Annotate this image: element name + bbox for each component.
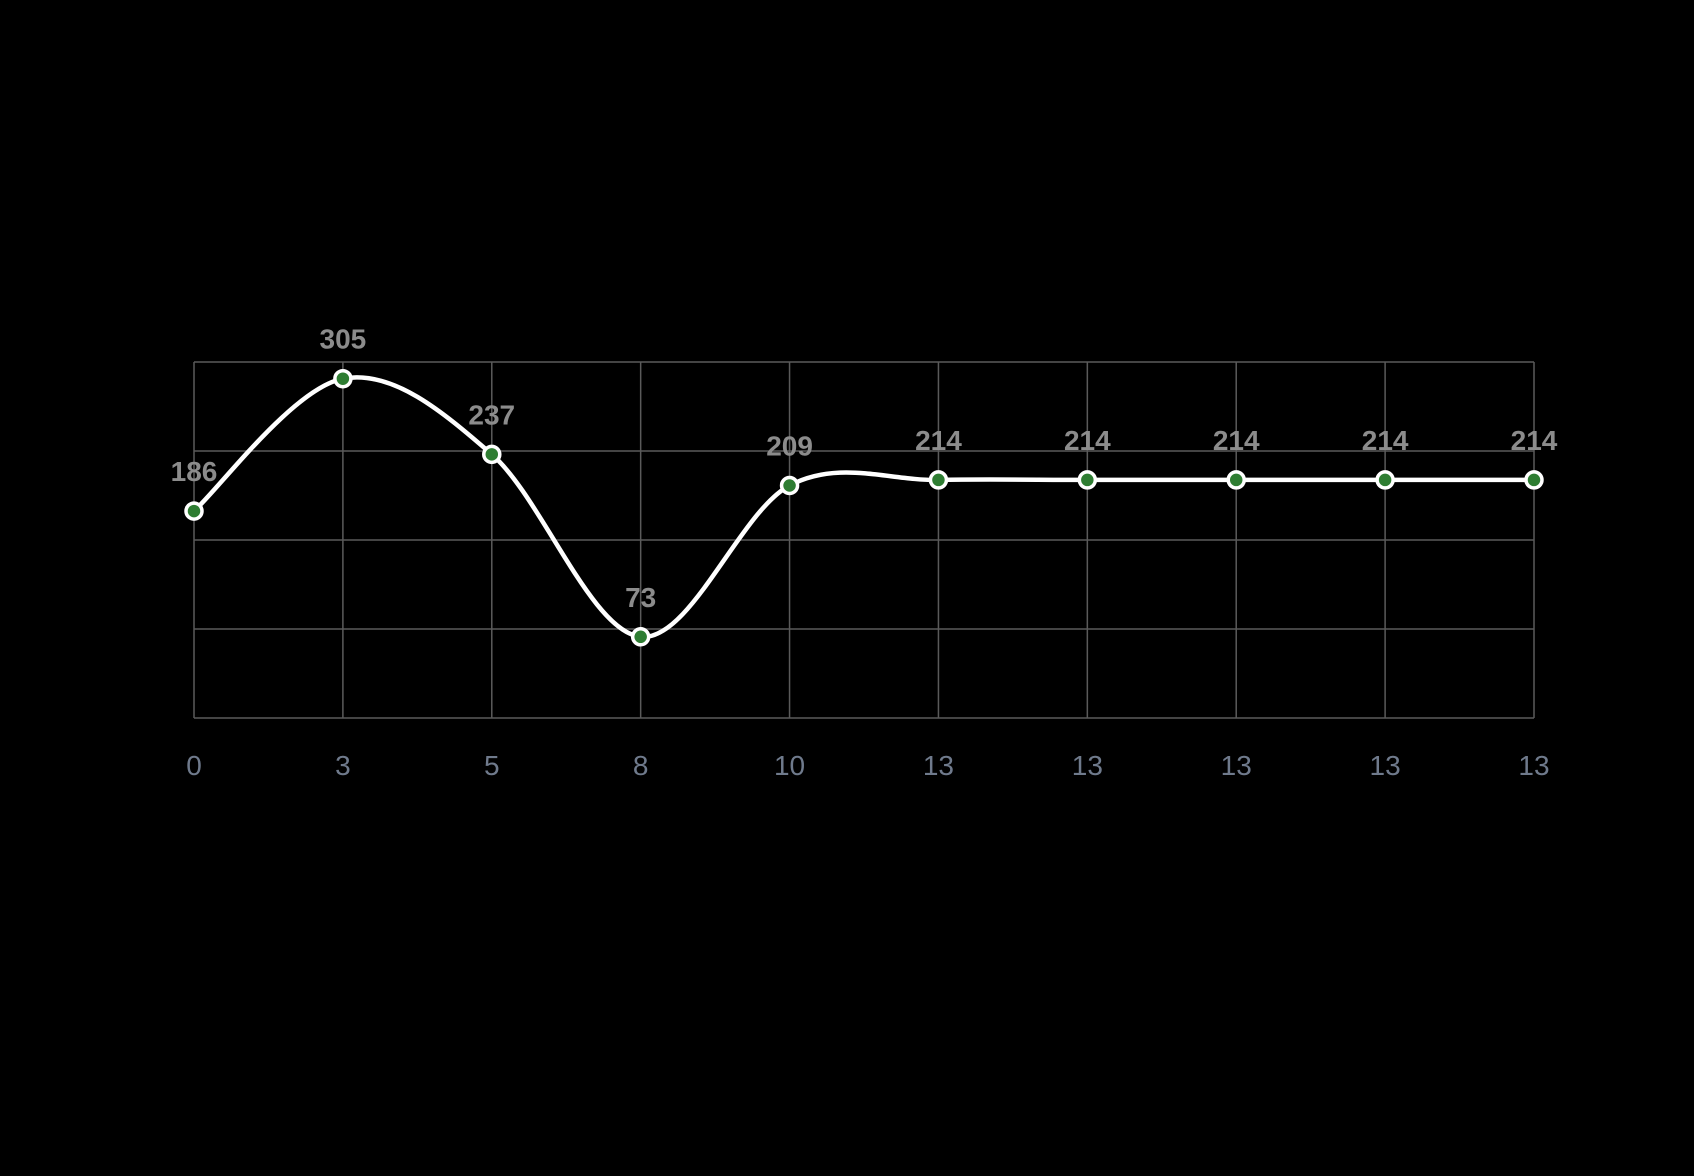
data-label: 73 xyxy=(625,582,656,613)
data-point xyxy=(1375,470,1395,490)
x-tick-label: 3 xyxy=(335,750,351,781)
x-tick-label: 5 xyxy=(484,750,500,781)
data-point xyxy=(1524,470,1544,490)
x-tick-label: 0 xyxy=(186,750,202,781)
points-layer xyxy=(184,368,1544,647)
data-labels: 186 305 237 73 209 214 214 214 214 214 xyxy=(171,324,1558,613)
data-label: 305 xyxy=(320,324,367,355)
data-label: 214 xyxy=(1064,425,1111,456)
series-line xyxy=(191,375,1537,640)
grid xyxy=(193,361,1535,719)
x-tick-label: 13 xyxy=(1370,750,1401,781)
data-point xyxy=(184,501,204,521)
data-point xyxy=(333,368,353,389)
data-point xyxy=(779,475,800,496)
data-point xyxy=(928,470,949,490)
x-axis-ticks: 0 3 5 8 10 13 13 13 13 13 xyxy=(186,750,1549,781)
data-point xyxy=(630,627,651,647)
x-tick-label: 13 xyxy=(1072,750,1103,781)
data-label: 214 xyxy=(1511,425,1558,456)
data-label: 186 xyxy=(171,456,218,487)
data-point xyxy=(482,444,502,465)
x-tick-label: 10 xyxy=(774,750,805,781)
x-tick-label: 8 xyxy=(633,750,649,781)
data-label: 214 xyxy=(1213,425,1260,456)
data-label: 214 xyxy=(1362,425,1409,456)
x-tick-label: 13 xyxy=(1518,750,1549,781)
data-label: 214 xyxy=(915,425,962,456)
data-point xyxy=(1226,470,1246,490)
series-layer xyxy=(191,375,1537,640)
data-label: 237 xyxy=(468,399,515,430)
data-label: 209 xyxy=(766,430,813,461)
x-tick-label: 13 xyxy=(923,750,954,781)
x-tick-label: 13 xyxy=(1221,750,1252,781)
data-point xyxy=(1077,470,1098,490)
